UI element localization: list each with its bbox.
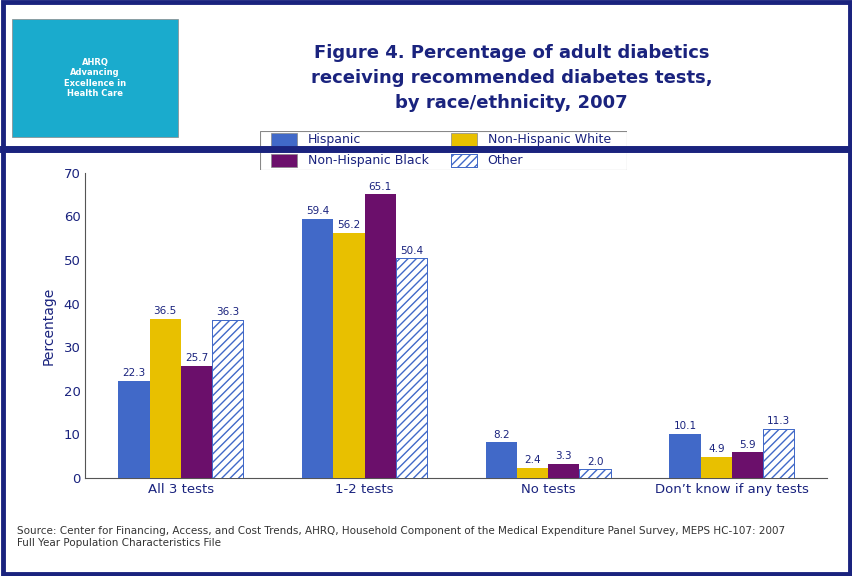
Bar xyxy=(731,452,763,478)
Bar xyxy=(451,154,476,167)
Bar xyxy=(548,464,579,478)
Y-axis label: Percentage: Percentage xyxy=(41,286,55,365)
Text: 65.1: 65.1 xyxy=(368,181,391,192)
Text: 25.7: 25.7 xyxy=(185,354,208,363)
Bar xyxy=(451,154,476,167)
Bar xyxy=(579,469,610,478)
Text: Other: Other xyxy=(487,154,522,167)
Bar xyxy=(118,381,149,478)
Bar xyxy=(212,320,243,478)
Bar xyxy=(485,442,516,478)
Bar xyxy=(271,133,296,146)
Bar xyxy=(149,319,181,478)
Bar xyxy=(579,469,610,478)
Text: 10.1: 10.1 xyxy=(673,422,696,431)
Text: Hispanic: Hispanic xyxy=(308,133,360,146)
Text: Non-Hispanic Black: Non-Hispanic Black xyxy=(308,154,429,167)
Bar xyxy=(12,19,178,137)
Bar xyxy=(395,258,427,478)
Bar xyxy=(364,194,395,478)
Bar xyxy=(212,320,243,478)
Text: 5.9: 5.9 xyxy=(739,439,755,450)
Text: 8.2: 8.2 xyxy=(492,430,509,439)
Bar xyxy=(181,366,212,478)
Text: 11.3: 11.3 xyxy=(766,416,790,426)
Text: 4.9: 4.9 xyxy=(707,444,723,454)
Bar xyxy=(395,258,427,478)
Text: AHRQ
Advancing
Excellence in
Health Care: AHRQ Advancing Excellence in Health Care xyxy=(64,58,126,98)
Bar xyxy=(763,429,793,478)
Text: 36.3: 36.3 xyxy=(216,307,239,317)
Text: 59.4: 59.4 xyxy=(306,206,329,217)
Text: 36.5: 36.5 xyxy=(153,306,176,316)
Bar xyxy=(302,219,333,478)
Text: 3.3: 3.3 xyxy=(555,451,572,461)
Bar xyxy=(699,457,731,478)
Bar xyxy=(333,233,364,478)
Text: 56.2: 56.2 xyxy=(337,221,360,230)
Bar xyxy=(516,468,548,478)
Bar xyxy=(669,434,699,478)
Text: Source: Center for Financing, Access, and Cost Trends, AHRQ, Household Component: Source: Center for Financing, Access, an… xyxy=(17,526,784,548)
Text: 2.0: 2.0 xyxy=(586,457,602,467)
Text: 2.4: 2.4 xyxy=(524,455,540,465)
Text: 50.4: 50.4 xyxy=(400,245,423,256)
Text: Figure 4. Percentage of adult diabetics
receiving recommended diabetes tests,
by: Figure 4. Percentage of adult diabetics … xyxy=(311,44,711,112)
Bar xyxy=(271,154,296,167)
Bar xyxy=(451,133,476,146)
Bar xyxy=(763,429,793,478)
Text: Non-Hispanic White: Non-Hispanic White xyxy=(487,133,610,146)
Text: 22.3: 22.3 xyxy=(122,368,146,378)
